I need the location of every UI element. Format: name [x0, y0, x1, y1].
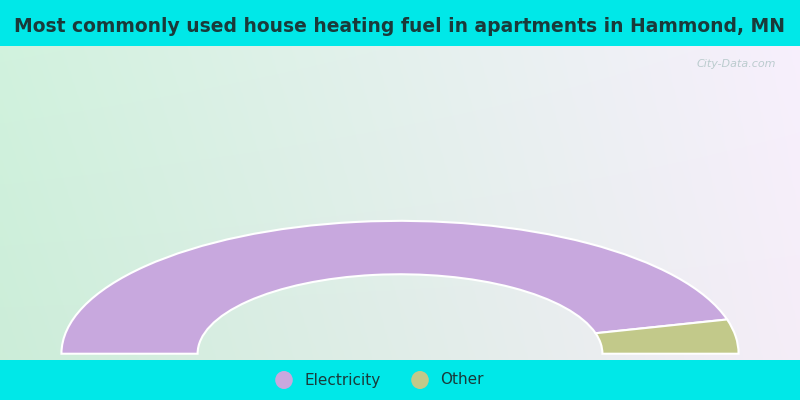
Ellipse shape	[275, 371, 293, 389]
Text: Other: Other	[440, 372, 483, 388]
Text: City-Data.com: City-Data.com	[697, 58, 776, 68]
Text: Most commonly used house heating fuel in apartments in Hammond, MN: Most commonly used house heating fuel in…	[14, 17, 786, 36]
Wedge shape	[62, 221, 727, 354]
Ellipse shape	[411, 371, 429, 389]
Text: Electricity: Electricity	[304, 372, 380, 388]
Wedge shape	[595, 320, 738, 354]
